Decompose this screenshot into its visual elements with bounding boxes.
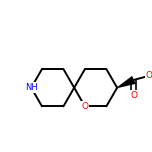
Text: NH: NH xyxy=(25,83,38,92)
Text: O: O xyxy=(81,102,88,111)
Text: O: O xyxy=(145,71,152,80)
Text: O: O xyxy=(130,91,137,100)
Polygon shape xyxy=(117,76,136,88)
